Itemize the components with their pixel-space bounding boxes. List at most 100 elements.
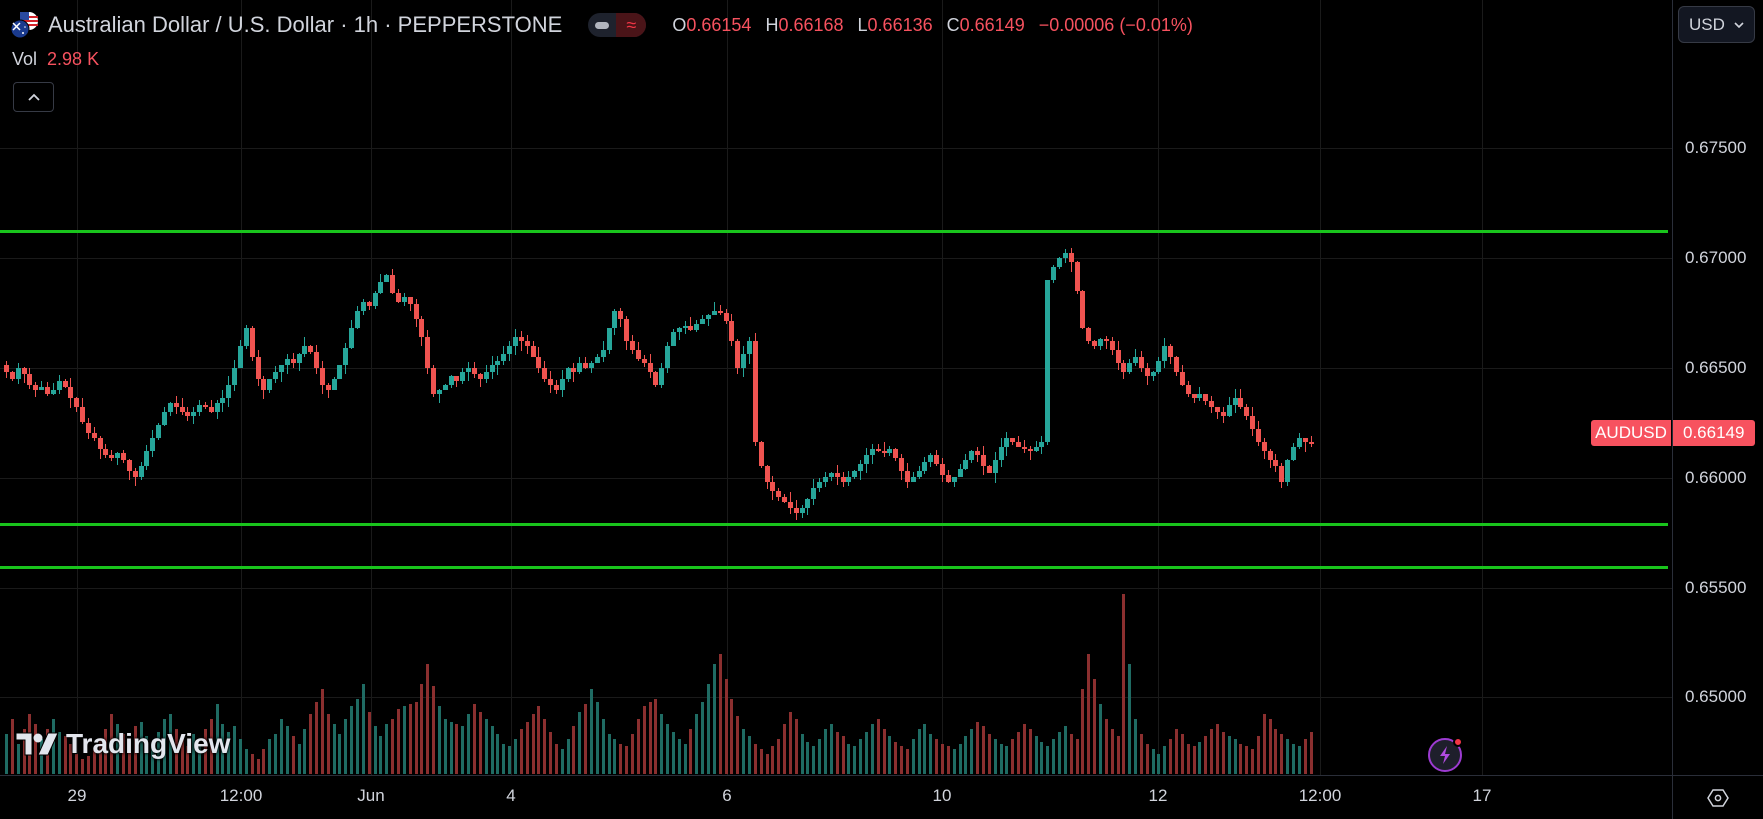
volume-bar: [145, 736, 149, 774]
volume-bar: [1286, 739, 1290, 774]
volume-bar: [566, 739, 570, 774]
tradingview-wordmark: TradingView: [66, 728, 231, 759]
volume-bar: [22, 729, 26, 774]
volume-bar: [1169, 739, 1173, 774]
volume-bar: [1297, 746, 1301, 774]
volume-legend: Vol 2.98 K: [12, 49, 99, 70]
horizontal-gridline: [0, 368, 1672, 369]
volume-bar: [478, 712, 482, 774]
volume-bar: [1034, 736, 1038, 774]
volume-bar: [291, 736, 295, 774]
volume-bar: [63, 736, 67, 774]
volume-bar: [654, 699, 658, 774]
volume-bar: [473, 704, 476, 774]
volume-bar: [1251, 749, 1255, 774]
volume-bar: [1058, 732, 1061, 774]
low-value: 0.66136: [867, 14, 933, 35]
volume-bar: [162, 719, 166, 774]
change-value: −0.00006 (−0.01%): [1038, 14, 1193, 35]
volume-bar: [554, 744, 558, 774]
volume-bar: [987, 734, 991, 774]
volume-bar: [385, 724, 389, 774]
volume-bar: [894, 742, 898, 774]
currency-selector[interactable]: USD: [1678, 6, 1755, 43]
volume-bar: [788, 712, 792, 774]
volume-bar: [467, 714, 471, 774]
chart-settings-button[interactable]: [1672, 775, 1763, 819]
low-label: L: [857, 14, 868, 35]
alerts-lightning-button[interactable]: [1428, 737, 1463, 772]
horizontal-gridline: [0, 258, 1672, 259]
volume-bar: [1268, 719, 1272, 774]
vertical-gridline: [511, 0, 512, 775]
vertical-gridline: [1482, 0, 1483, 775]
volume-bar: [209, 719, 213, 774]
volume-bar: [1256, 736, 1260, 774]
volume-bar: [1122, 594, 1126, 774]
volume-bar: [5, 734, 8, 774]
volume-bar: [1069, 734, 1073, 774]
volume-bar: [946, 746, 950, 774]
chart-plot-area[interactable]: Australian Dollar / U.S. Dollar · 1h · P…: [0, 0, 1672, 775]
volume-bar: [92, 749, 96, 774]
volume-bar: [420, 684, 424, 774]
collapse-legend-button[interactable]: [13, 82, 54, 112]
price-axis[interactable]: 0.67500 0.67000 0.66500 0.66000 0.65500 0.650…: [1672, 0, 1763, 775]
volume-bar: [607, 734, 611, 774]
volume-bar: [227, 732, 231, 774]
volume-bar: [297, 744, 301, 774]
volume-bar: [1145, 744, 1149, 774]
volume-bar: [86, 756, 90, 774]
notification-dot: [1453, 737, 1463, 747]
time-axis[interactable]: 29 12:00 Jun 4 6 10 12 12:00 17: [0, 775, 1672, 819]
volume-bar: [970, 729, 974, 774]
volume-bar: [525, 722, 529, 774]
volume-bar: [1157, 754, 1161, 774]
support-resistance-line[interactable]: [0, 522, 1668, 526]
approx-icon[interactable]: ≈: [616, 13, 647, 37]
volume-bar: [215, 704, 219, 774]
price-tick-label: 0.67000: [1685, 248, 1747, 267]
volume-bar: [1233, 739, 1237, 774]
volume-bar: [876, 719, 880, 774]
volume-bar: [1280, 734, 1284, 774]
volume-bar: [923, 724, 927, 774]
volume-bar: [484, 719, 488, 774]
volume-bar: [449, 722, 453, 774]
volume-bar: [619, 744, 623, 774]
volume-bar: [543, 719, 547, 774]
volume-bar: [443, 719, 447, 774]
volume-bar: [1110, 729, 1114, 774]
minus-icon[interactable]: [588, 13, 616, 37]
volume-bar: [1274, 729, 1278, 774]
volume-bar: [1139, 734, 1143, 774]
volume-bar: [578, 712, 582, 774]
volume-bar: [712, 664, 716, 774]
volume-bar: [888, 736, 892, 774]
volume-bar: [1192, 746, 1196, 774]
support-resistance-line[interactable]: [0, 566, 1668, 570]
volume-bar: [198, 744, 202, 774]
open-label: O: [672, 14, 687, 35]
volume-bar: [601, 719, 605, 774]
indicator-toggle-pill[interactable]: ≈: [588, 13, 647, 37]
volume-bar: [900, 746, 904, 774]
volume-bar: [560, 749, 564, 774]
volume-bar: [584, 704, 588, 774]
volume-bar: [309, 714, 313, 774]
volume-bar: [361, 684, 365, 774]
volume-bar: [350, 706, 354, 774]
volume-bar: [127, 739, 131, 774]
symbol-title[interactable]: Australian Dollar / U.S. Dollar · 1h · P…: [48, 12, 563, 37]
volume-bar: [765, 754, 769, 774]
volume-bar: [818, 739, 822, 774]
volume-bar: [929, 734, 933, 774]
horizontal-gridline: [0, 148, 1672, 149]
volume-bar: [274, 734, 278, 774]
volume-bar: [689, 729, 693, 774]
support-resistance-line[interactable]: [0, 230, 1668, 234]
vertical-gridline: [727, 0, 728, 775]
volume-bar: [1028, 729, 1032, 774]
volume-bar: [116, 724, 120, 774]
volume-bar: [859, 739, 863, 774]
